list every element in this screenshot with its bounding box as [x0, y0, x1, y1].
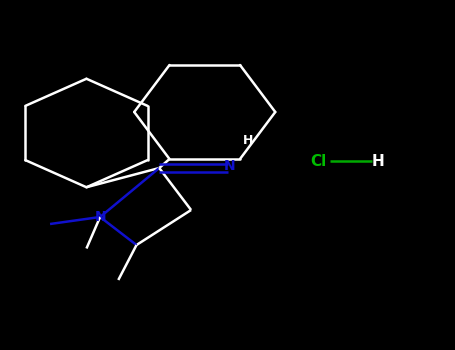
Text: H: H	[371, 154, 384, 168]
Text: H: H	[243, 133, 253, 147]
Text: Cl: Cl	[310, 154, 327, 168]
Text: N: N	[94, 210, 106, 224]
Text: N: N	[224, 159, 236, 173]
